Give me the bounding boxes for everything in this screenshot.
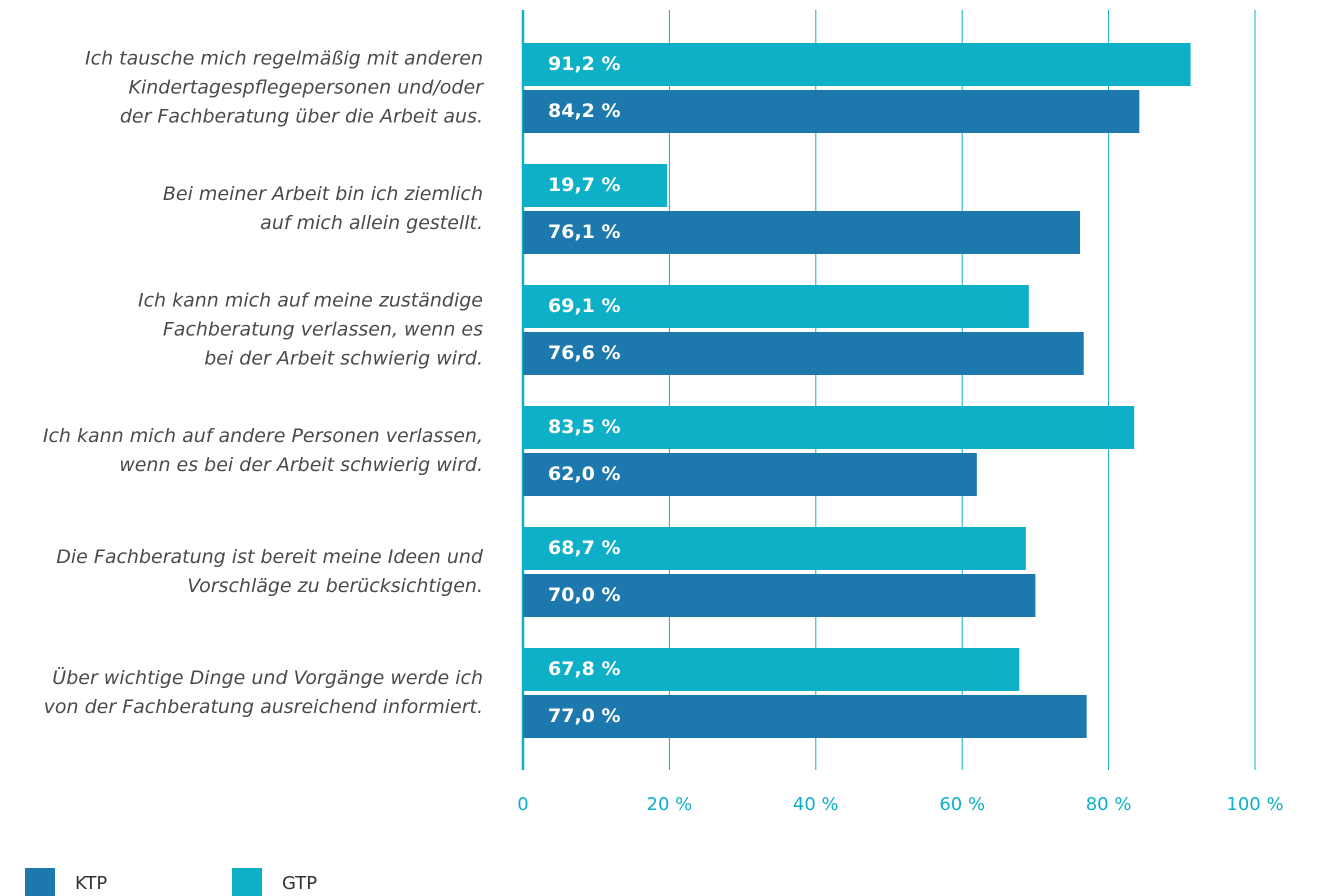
value-label: 91,2 % (548, 53, 621, 75)
x-tick-label: 0 (517, 794, 528, 815)
category-label: von der Fachberatung ausreichend informi… (44, 696, 483, 718)
x-tick-label: 100 % (1226, 794, 1283, 815)
x-tick-label: 60 % (939, 794, 985, 815)
legend-label: GTP (282, 873, 317, 894)
value-label: 62,0 % (548, 463, 621, 485)
category-label: Ich kann mich auf meine zuständige (138, 290, 483, 312)
category-label: Bei meiner Arbeit bin ich ziemlich (163, 183, 483, 205)
bar (523, 332, 1084, 375)
category-label: Ich kann mich auf andere Personen verlas… (43, 425, 483, 447)
category-label: der Fachberatung über die Arbeit aus. (120, 106, 483, 128)
value-label: 69,1 % (548, 295, 621, 317)
category-label: Die Fachberatung ist bereit meine Ideen … (56, 546, 484, 568)
category-label: Vorschläge zu berücksichtigen. (187, 575, 483, 597)
category-label: Kindertagespflegepersonen und/oder (129, 77, 485, 99)
bar (523, 90, 1140, 133)
value-label: 77,0 % (548, 705, 621, 727)
bar (523, 285, 1029, 328)
x-tick-label: 40 % (793, 794, 839, 815)
value-label: 76,1 % (548, 221, 621, 243)
bar (523, 211, 1081, 254)
value-label: 68,7 % (548, 537, 621, 559)
category-label: Über wichtige Dinge und Vorgänge werde i… (52, 666, 483, 689)
value-label: 70,0 % (548, 584, 621, 606)
category-label: Fachberatung verlassen, wenn es (163, 319, 483, 341)
bar (523, 695, 1087, 738)
x-tick-label: 80 % (1086, 794, 1132, 815)
value-label: 84,2 % (548, 100, 621, 122)
category-label: Ich tausche mich regelmäßig mit anderen (85, 48, 483, 70)
bar (523, 574, 1036, 617)
bar (523, 406, 1135, 449)
legend-swatch (25, 868, 55, 896)
value-label: 76,6 % (548, 342, 621, 364)
bar (523, 527, 1026, 570)
value-label: 67,8 % (548, 658, 621, 680)
category-label: wenn es bei der Arbeit schwierig wird. (119, 454, 483, 476)
value-label: 19,7 % (548, 174, 621, 196)
value-label: 83,5 % (548, 416, 621, 438)
bar (523, 648, 1020, 691)
bar (523, 43, 1191, 86)
bar (523, 453, 977, 496)
category-label: bei der Arbeit schwierig wird. (204, 348, 483, 370)
x-tick-label: 20 % (647, 794, 693, 815)
bar (523, 164, 668, 207)
legend-swatch (232, 868, 262, 896)
legend-label: KTP (75, 873, 107, 894)
category-label: auf mich allein gestellt. (260, 212, 483, 234)
